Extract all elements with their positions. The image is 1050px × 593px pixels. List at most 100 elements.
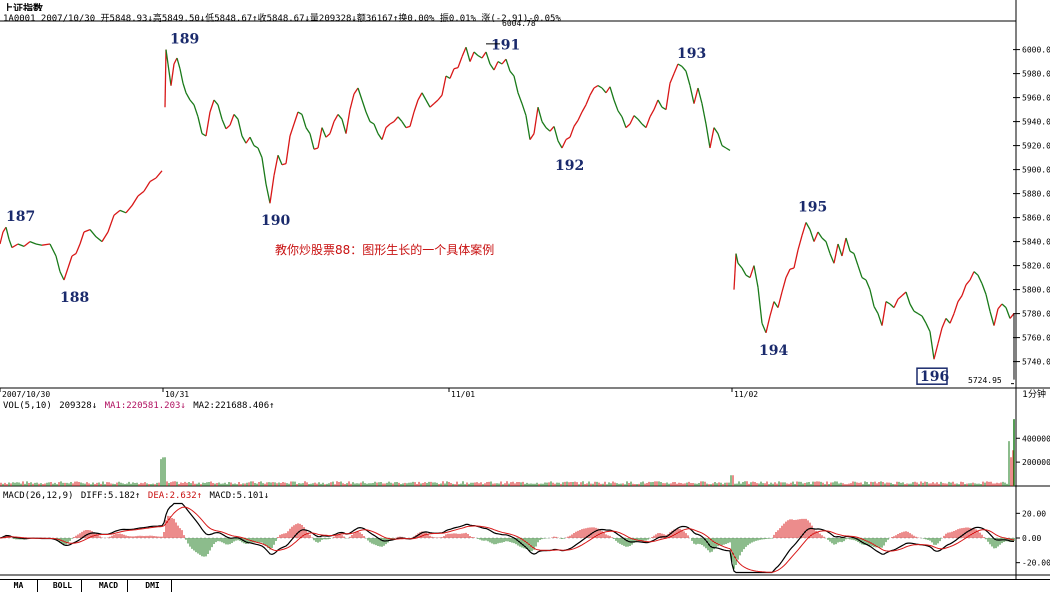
wave-label-187: 187 <box>6 209 35 225</box>
price-segment <box>629 115 635 125</box>
vol-tick-label: 400000 <box>1022 434 1050 443</box>
price-segment <box>389 121 395 125</box>
price-segment <box>733 253 737 290</box>
macd-bars <box>1 515 1015 569</box>
y-tick-label: 5840.00 <box>1022 238 1050 247</box>
price-segment <box>817 231 823 239</box>
price-segment <box>821 237 827 243</box>
tab-boll[interactable]: BOLL <box>44 580 82 592</box>
price-segment <box>785 268 791 278</box>
vol-ma2: MA2:221688.406↑ <box>193 401 275 411</box>
price-segment <box>137 190 145 197</box>
price-segment <box>1005 307 1011 319</box>
price-segment <box>765 315 771 333</box>
last-price-label: 5724.95 <box>968 376 1002 385</box>
price-segment <box>897 295 903 300</box>
macd-tick-label: 20.00 <box>1022 509 1046 518</box>
price-segment <box>143 181 151 192</box>
volume-indicator-line: VOL(5,10) 209328↓ MA1:220581.203↓ MA2:22… <box>3 401 1014 411</box>
tab-macd[interactable]: MACD <box>90 580 128 592</box>
price-segment <box>529 133 535 140</box>
macd-dea: DEA:2.632↑ <box>147 491 203 501</box>
price-segment <box>381 127 387 140</box>
price-segment <box>489 63 495 71</box>
price-segment <box>669 73 675 84</box>
price-segment <box>557 140 563 149</box>
chart-annotation: 教你炒股票88：图形生长的一个具体案例 <box>275 243 495 257</box>
price-segment <box>421 92 427 101</box>
y-tick-label: 5920.00 <box>1022 142 1050 151</box>
price-segment <box>789 267 795 270</box>
price-segment <box>107 214 115 233</box>
price-segment <box>797 235 803 251</box>
price-segment <box>961 284 967 296</box>
price-segment <box>949 313 955 324</box>
price-segment <box>921 315 927 324</box>
price-segment <box>773 301 779 308</box>
price-segment <box>373 123 379 134</box>
price-segment <box>425 99 431 108</box>
price-segment <box>681 65 687 72</box>
high-price-label: 6004.78 <box>502 19 536 28</box>
y-tick-label: 5980.00 <box>1022 70 1050 79</box>
price-segment <box>709 127 715 149</box>
price-segment <box>59 271 65 281</box>
wave-label-193: 193 <box>677 46 706 62</box>
price-segment <box>549 125 555 132</box>
price-segment <box>385 123 391 129</box>
wave-label-192: 192 <box>555 158 584 174</box>
vol-tick-label: 200000 <box>1022 458 1050 467</box>
price-segment <box>749 265 755 278</box>
wave-label-box <box>916 367 948 385</box>
price-segment <box>981 283 987 295</box>
x-tick-label: 2007/10/30 <box>2 390 50 399</box>
price-segment <box>409 111 415 127</box>
period-selector[interactable]: 1分钟 <box>1022 390 1046 400</box>
price-segment <box>553 126 559 141</box>
tab-ma[interactable]: MA <box>0 580 38 592</box>
price-segment <box>525 115 531 140</box>
price-segment <box>317 127 323 149</box>
price-segment <box>881 301 887 326</box>
price-segment <box>621 116 627 128</box>
price-segment <box>649 109 655 118</box>
wave-label-191: 191 <box>491 38 520 54</box>
price-segment <box>929 331 935 360</box>
vol-value: 209328↓ <box>59 401 98 411</box>
price-segment <box>465 47 471 62</box>
price-segment <box>813 231 819 242</box>
tab-dmi[interactable]: DMI <box>134 580 172 592</box>
price-segment <box>245 136 251 144</box>
price-segment <box>333 114 339 122</box>
indicator-tabs: MA BOLL MACD DMI <box>0 579 1050 593</box>
price-segment <box>445 75 451 79</box>
price-segment <box>509 70 515 77</box>
wave-label-188: 188 <box>60 290 89 306</box>
price-segment <box>761 322 767 334</box>
price-segment <box>185 92 191 101</box>
price-segment <box>1009 313 1015 319</box>
price-segment <box>561 139 567 149</box>
vol-ma1: MA1:220581.203↓ <box>104 401 186 411</box>
price-segment <box>853 253 859 266</box>
price-segment <box>155 170 163 179</box>
price-segment <box>609 86 615 101</box>
price-segment <box>11 243 19 249</box>
price-segment <box>653 99 659 110</box>
price-segment <box>677 63 683 67</box>
price-segment <box>969 271 975 281</box>
price-segment <box>125 205 133 214</box>
price-segment <box>361 99 367 113</box>
price-segment <box>182 83 187 93</box>
price-segment <box>309 133 315 150</box>
price-segment <box>469 51 475 62</box>
price-segment <box>75 243 81 254</box>
price-segment <box>781 277 787 293</box>
price-segment <box>277 154 283 166</box>
price-segment <box>345 109 351 134</box>
price-segment <box>1001 303 1007 309</box>
price-segment <box>869 289 875 307</box>
chart-title: 上证指数 <box>3 4 43 11</box>
wave-label-195: 195 <box>798 200 827 216</box>
